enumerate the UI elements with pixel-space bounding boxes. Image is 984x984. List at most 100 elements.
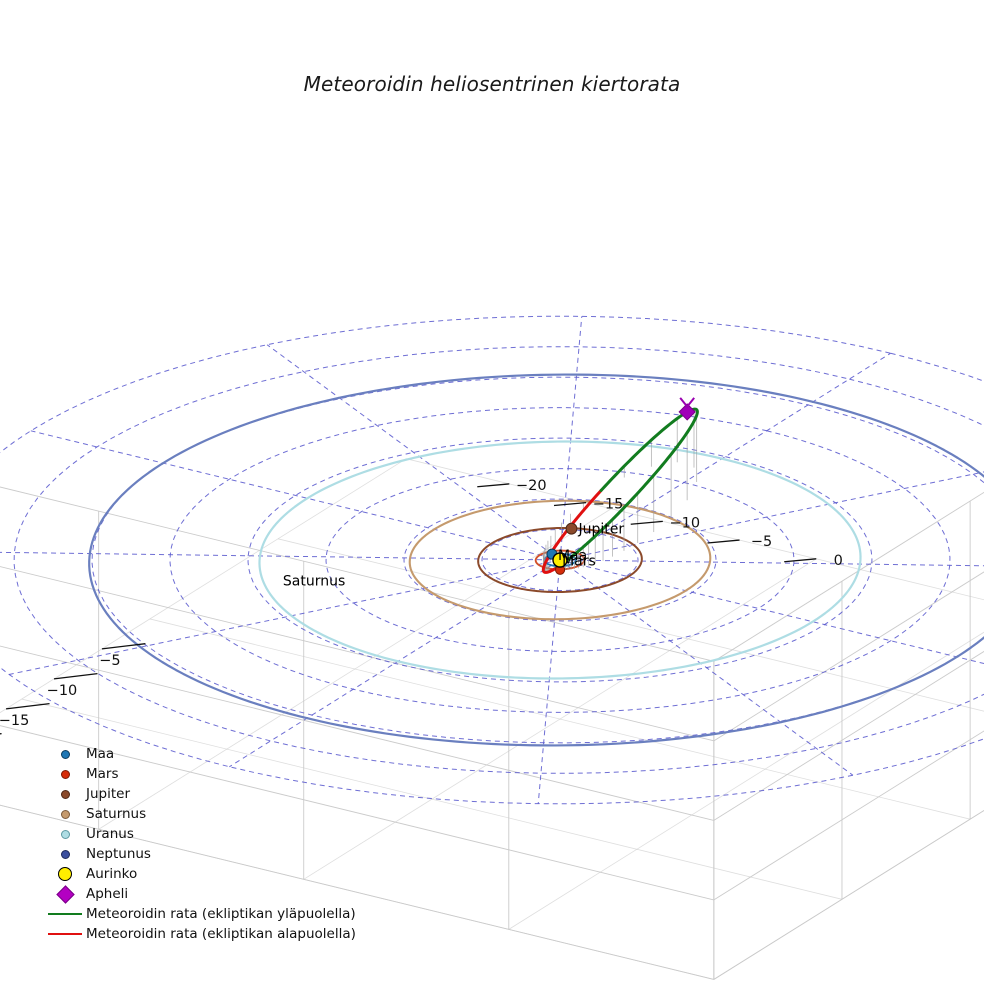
grid-line xyxy=(477,483,510,488)
axis-y-tick-label: −10 xyxy=(670,515,701,531)
marker-sun xyxy=(552,552,568,568)
pane-gridline xyxy=(713,730,984,901)
pane-gridline xyxy=(508,631,984,930)
marker-line-icon xyxy=(48,933,82,935)
legend-item-label: Maa xyxy=(86,746,115,762)
pane-gridline xyxy=(277,538,984,712)
legend-marker-sun xyxy=(44,867,86,881)
axis-ticks: 1050−5−10−25−20−15−10−5−20−15−10−50 xyxy=(0,478,843,735)
body-label-earth: Maa xyxy=(558,548,587,564)
pane-gridline xyxy=(0,486,714,662)
polar-grid-spoke xyxy=(559,559,984,567)
legend-item-label: Apheli xyxy=(86,886,129,902)
chart-legend: Maa Mars Jupiter Saturnus Uranus Neptunus Auri… xyxy=(44,744,364,944)
marker-dot-icon xyxy=(60,809,70,819)
legend-item-label: Aurinko xyxy=(86,866,138,882)
legend-item[interactable]: Meteoroidin rata (ekliptikan yläpuolella… xyxy=(44,904,364,924)
pane-gridline xyxy=(0,645,714,821)
grid-line xyxy=(784,558,817,563)
axis-y-tick-label: −20 xyxy=(516,478,547,494)
grid-line xyxy=(707,539,740,544)
orbit-neptune xyxy=(88,373,984,747)
polar-grid-spoke xyxy=(537,559,561,804)
legend-line-below-ecliptic xyxy=(44,933,86,935)
grid-line xyxy=(0,732,2,735)
polar-grid-spoke xyxy=(229,559,561,768)
meteoroid-track-below-ecliptic xyxy=(548,567,557,573)
polar-grid-spoke xyxy=(266,344,561,561)
axis-y-tick-label: −5 xyxy=(751,534,772,550)
orbit-uranus xyxy=(258,440,862,680)
legend-item-label: Meteoroidin rata (ekliptikan yläpuolella… xyxy=(86,906,356,922)
body-label-jupiter: Jupiter xyxy=(577,522,624,538)
polar-grid-circle xyxy=(247,437,873,683)
grid-line xyxy=(553,501,587,507)
meteoroid-track-below-ecliptic xyxy=(541,489,603,574)
marker-line-icon xyxy=(48,913,82,915)
legend-marker-jupiter xyxy=(44,789,86,799)
polar-grid-spoke xyxy=(559,316,583,561)
solar-system-bodies xyxy=(546,397,696,575)
pane-gridline xyxy=(713,650,984,821)
legend-item[interactable]: Apheli xyxy=(44,884,364,904)
chart-title: Meteoroidin heliosentrinen kiertorata xyxy=(303,72,681,96)
pane-gridline xyxy=(98,508,612,830)
legend-item[interactable]: Saturnus xyxy=(44,804,364,824)
legend-line-above-ecliptic xyxy=(44,913,86,915)
legend-marker-mars xyxy=(44,769,86,779)
legend-marker-uranus xyxy=(44,829,86,839)
grid-line xyxy=(101,643,146,650)
body-label-mars: Mars xyxy=(562,554,596,570)
planet-orbits xyxy=(88,373,984,747)
axis-y-tick-label: 0 xyxy=(834,553,843,569)
polar-grid-spoke xyxy=(559,352,891,561)
pane-gridline xyxy=(713,809,984,980)
marker-dot-icon xyxy=(60,829,70,839)
meteoroid-track-above-ecliptic xyxy=(553,407,699,571)
legend-marker-earth xyxy=(44,749,86,759)
marker-diamond-icon xyxy=(55,884,75,904)
marker-jupiter xyxy=(565,522,578,535)
legend-item[interactable]: Maa xyxy=(44,744,364,764)
marker-dot-icon xyxy=(60,789,70,799)
legend-marker-saturn xyxy=(44,809,86,819)
legend-item[interactable]: Mars xyxy=(44,764,364,784)
pane-gridline xyxy=(713,571,984,742)
pane-gridline xyxy=(0,804,714,980)
axis-x-tick-label: −5 xyxy=(99,653,120,669)
polar-grid-spoke xyxy=(559,471,984,561)
marker-dot-icon xyxy=(60,749,70,759)
legend-item[interactable]: Neptunus xyxy=(44,844,364,864)
legend-item[interactable]: Meteoroidin rata (ekliptikan alapuolella… xyxy=(44,924,364,944)
marker-aphelion-diamond xyxy=(678,403,696,421)
pane-gridline xyxy=(0,566,714,742)
marker-dot-icon xyxy=(60,769,70,779)
body-label-saturn: Saturnus xyxy=(283,573,345,589)
axes-3d-box xyxy=(0,458,984,980)
marker-dot-icon xyxy=(60,849,70,859)
ecliptic-polar-grid xyxy=(0,315,984,805)
pane-gridline xyxy=(713,491,984,662)
orbit-mars xyxy=(534,549,586,571)
grid-line xyxy=(53,673,98,680)
legend-item-label: Meteoroidin rata (ekliptikan alapuolella… xyxy=(86,926,356,942)
axis-y-tick-label: −15 xyxy=(593,497,624,513)
legend-item-label: Jupiter xyxy=(86,786,131,802)
polar-grid-spoke xyxy=(0,551,561,561)
polar-grid-circle xyxy=(481,529,639,591)
legend-item[interactable]: Uranus xyxy=(44,824,364,844)
polar-grid-spoke xyxy=(30,430,561,561)
polar-grid-spoke xyxy=(559,559,984,665)
grid-line xyxy=(630,520,663,525)
grid-line xyxy=(5,702,50,710)
legend-item-label: Mars xyxy=(86,766,119,782)
legend-marker-aphelion xyxy=(44,884,86,904)
legend-item-label: Saturnus xyxy=(86,806,147,822)
orbit-saturn xyxy=(408,499,712,621)
polar-grid-spoke xyxy=(559,559,854,776)
legend-item[interactable]: Jupiter xyxy=(44,784,364,804)
legend-item[interactable]: Aurinko xyxy=(44,864,364,884)
axis-x-tick-label: −10 xyxy=(47,683,78,699)
marker-dot-icon xyxy=(58,867,72,881)
